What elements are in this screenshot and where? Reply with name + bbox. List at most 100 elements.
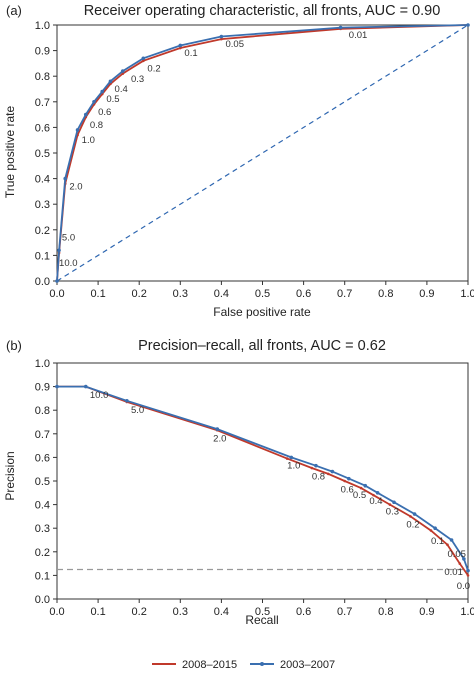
panel-b-series-point-1 [55, 384, 59, 389]
panel-a-series-point-1 [108, 79, 113, 84]
panel-a-threshold-label: 0.4 [115, 84, 128, 95]
panel-b-ytick-label: 1.0 [35, 358, 50, 370]
panel-a-ytick-label: 0.9 [35, 46, 50, 58]
panel-b-ytick-label: 0.0 [35, 594, 50, 606]
panel-b-xlabel: Recall [245, 613, 278, 627]
panel-b-threshold-label: 0.2 [406, 520, 419, 531]
panel-a-series-point-1 [178, 43, 183, 48]
panel-a-series-point-1 [219, 34, 224, 39]
panel-a-threshold-label: 0.01 [349, 30, 368, 41]
panel-b-threshold-label: 0.0 [457, 581, 470, 592]
panel-b-ytick-label: 0.7 [35, 429, 50, 441]
panel-b-series-point-0 [466, 574, 470, 577]
panel-a-series-point-1 [75, 128, 80, 132]
panel-a-threshold-label: 0.05 [226, 39, 245, 50]
panel-a-ytick-label: 1.0 [35, 20, 50, 32]
panel-b-ytick-label: 0.6 [35, 452, 50, 464]
panel-a-threshold-label: 10.0 [59, 258, 78, 269]
panel-b-series-point-0 [343, 479, 347, 483]
panel-a-xtick-label: 1.0 [460, 288, 474, 300]
panel-a-series-point-1 [92, 100, 96, 104]
panel-a-series-point-1 [100, 89, 105, 94]
panel-b-series-point-0 [429, 529, 433, 532]
panel-a-series-line-0 [56, 24, 469, 282]
panel-b-series-point-1 [347, 476, 351, 481]
panel-a-xtick-label: 0.2 [132, 288, 147, 300]
panel-a-ytick-label: 0.5 [35, 148, 50, 160]
panel-a-diagonal-reference [56, 24, 469, 282]
panel-a-xtick-label: 0.5 [255, 288, 270, 300]
legend-label-2008-2015: 2008–2015 [182, 659, 237, 671]
panel-b-series-point-1 [375, 491, 380, 495]
panel-a-xtick-label: 0.1 [90, 288, 105, 300]
panel-b-series-point-1 [289, 455, 294, 460]
panel-b-series-point-1 [433, 526, 437, 530]
panel-a-series-point-0 [220, 37, 223, 41]
panel-a-series-line-1 [56, 24, 469, 282]
panel-b-ytick-label: 0.2 [35, 547, 50, 559]
panel-a-threshold-label: 0.2 [147, 64, 160, 75]
panel-a-series-point-1 [120, 69, 125, 73]
panel-b-series-point-0 [409, 515, 412, 518]
panel-b-xtick-label: 0.7 [337, 606, 352, 618]
panel-b-threshold-label: 0.6 [341, 484, 354, 495]
panel-a-xtick-label: 0.8 [378, 288, 393, 300]
panel-b-threshold-label: 0.01 [444, 567, 463, 578]
panel-b-series-point-1 [215, 427, 220, 431]
panel-b-xtick-label: 0.6 [296, 606, 311, 618]
panel-b-threshold-label: 10.0 [90, 390, 109, 401]
panel-a-label: (a) [6, 3, 22, 18]
panel-a-xtick-label: 0.3 [173, 288, 188, 300]
panel-b-series-point-0 [310, 466, 314, 470]
panel-a-ytick-label: 0.8 [35, 71, 50, 83]
panel-b-ytick-label: 0.3 [35, 523, 50, 535]
panel-b-ytick-label: 0.4 [35, 500, 50, 512]
panel-a-xtick-label: 0.6 [296, 288, 311, 300]
panel-a-threshold-label: 5.0 [62, 232, 75, 243]
panel-b-series-point-0 [388, 503, 392, 506]
panel-a-series-point-1 [57, 248, 61, 253]
panel-b-series-point-1 [330, 469, 335, 474]
panel-b-threshold-label: 0.4 [369, 496, 382, 507]
legend-label-2003-2007: 2003–2007 [280, 659, 335, 671]
panel-a-threshold-label: 0.3 [131, 74, 144, 85]
panel-b-xtick-label: 0.0 [49, 606, 64, 618]
panel-a-title: Receiver operating characteristic, all f… [84, 3, 441, 19]
panel-b-threshold-label: 0.05 [447, 549, 466, 560]
panel-a-threshold-label: 0.6 [98, 107, 111, 118]
panel-a-xlabel: False positive rate [213, 305, 311, 319]
panel-b-xtick-label: 0.4 [214, 606, 229, 618]
panel-b-xtick-label: 0.9 [419, 606, 434, 618]
panel-b-threshold-label: 0.3 [386, 507, 399, 518]
panel-b-xtick-label: 0.5 [255, 606, 270, 618]
panel-b-threshold-label: 2.0 [213, 434, 226, 445]
panel-b-threshold-label: 5.0 [131, 405, 144, 416]
panel-a-threshold-label: 2.0 [69, 181, 82, 192]
panel-a-ytick-label: 0.4 [35, 174, 50, 186]
panel-b-ytick-label: 0.9 [35, 382, 50, 394]
panel-b-xtick-label: 0.1 [90, 606, 105, 618]
panel-b-series-point-0 [326, 472, 330, 476]
legend-marker-2003-2007 [260, 662, 264, 666]
panel-a-series-point-1 [55, 279, 59, 283]
panel-a-ytick-label: 0.1 [35, 250, 50, 262]
panel-a-ytick-label: 0.6 [35, 122, 50, 134]
panel-a-xtick-label: 0.4 [214, 288, 229, 300]
panel-b-series-point-1 [466, 568, 470, 573]
panel-a-ytick-label: 0.7 [35, 97, 50, 109]
panel-b-series-point-1 [363, 483, 368, 488]
legend: 2008–2015 2003–2007 [152, 659, 335, 671]
panel-a-plot: 0.0 0.1 0.2 0.3 0.4 0.5 0.6 0.7 0.8 0.9 1.00.00.10… [35, 20, 474, 300]
panel-a-series-point-0 [142, 59, 145, 63]
panel-a-series-point-1 [466, 23, 470, 27]
panel-a-series-point-0 [179, 46, 182, 50]
panel-b-xtick-label: 0.2 [132, 606, 147, 618]
panel-b-threshold-label: 0.1 [431, 536, 444, 547]
panel-a-ytick-label: 0.0 [35, 276, 50, 288]
panel-b-title: Precision–recall, all fronts, AUC = 0.62 [138, 338, 386, 354]
panel-b-series-point-0 [458, 562, 462, 565]
panel-a-ytick-label: 0.3 [35, 199, 50, 211]
panel-a-xtick-label: 0.0 [49, 288, 64, 300]
panel-a-xtick-label: 0.7 [337, 288, 352, 300]
